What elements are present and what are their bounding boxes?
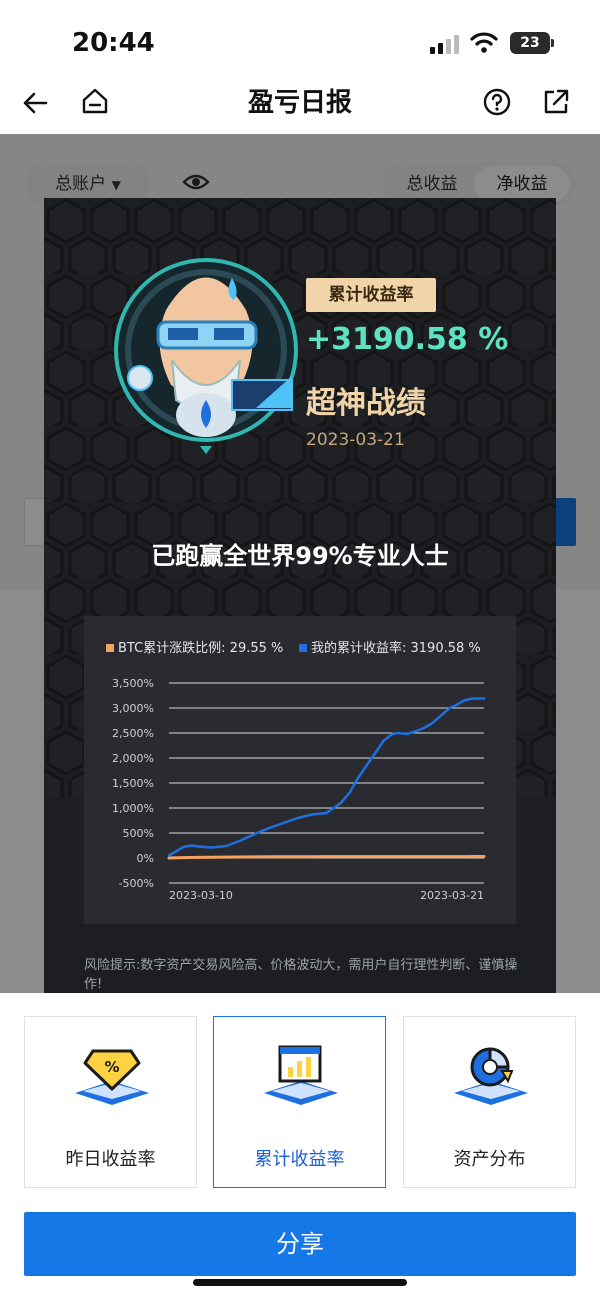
risk-notice: 风险提示:数字资产交易风险高、价格波动大，需用户自行理性判断、谨慎操作! (84, 958, 518, 992)
mascot-emblem (114, 258, 298, 454)
y-tick-label: 500% (123, 827, 154, 840)
cumulative-rate-badge: 累计收益率 (306, 278, 436, 312)
card-cumulative-rate[interactable]: 累计收益率 (213, 1016, 386, 1188)
legend-label: 我的累计收益率: 3190.58 % (311, 640, 481, 656)
share-poster: 累计收益率 +3190.58 % 超神战绩 2023-03-21 已跑赢全世界9… (44, 198, 556, 993)
card-asset-distribution-label: 资产分布 (453, 1149, 526, 1170)
y-tick-label: 1,000% (112, 802, 154, 815)
y-tick-label: 3,500% (112, 677, 154, 690)
series-line-btc (167, 855, 486, 860)
account-dropdown-label: 总账户 (55, 174, 107, 194)
legend-label: BTC累计涨跌比例: 29.55 % (118, 640, 283, 656)
series-line-my-return (167, 697, 486, 857)
battery-indicator: 23 (510, 32, 550, 54)
x-tick-label: 2023-03-10 (169, 889, 233, 902)
status-bar (0, 0, 600, 78)
card-cumulative-rate-label: 累计收益率 (254, 1149, 345, 1170)
tab-net-income[interactable]: 净收益 (474, 166, 570, 202)
percent-diamond-icon: % (75, 1049, 149, 1105)
home-indicator (193, 1279, 407, 1286)
y-tick-label: 2,500% (112, 727, 154, 740)
back-arrow-icon[interactable] (20, 88, 50, 118)
performance-chart: BTC累计涨跌比例: 29.55 % 我的累计收益率: 3190.58 % 3,50… (84, 616, 516, 924)
svg-text:%: % (104, 1058, 119, 1076)
cellular-signal-icon (430, 34, 460, 54)
tab-total-income[interactable]: 总收益 (406, 174, 458, 194)
external-link-icon[interactable] (541, 87, 571, 117)
report-date: 2023-03-21 (306, 430, 405, 450)
y-tick-label: 3,000% (112, 702, 154, 715)
y-tick-label: -500% (119, 877, 154, 890)
performance-chart-svg: BTC累计涨跌比例: 29.55 % 我的累计收益率: 3190.58 % 3,50… (106, 640, 486, 902)
card-asset-distribution[interactable]: 资产分布 (403, 1016, 576, 1188)
help-icon[interactable] (482, 87, 512, 117)
eye-icon[interactable] (182, 170, 210, 194)
y-tick-label: 2,000% (112, 752, 154, 765)
caret-down-icon: ▼ (111, 178, 121, 192)
bar-chart-board-icon (264, 1045, 338, 1105)
wifi-icon (470, 32, 498, 53)
pie-chart-icon (454, 1047, 528, 1105)
achievement-title: 超神战绩 (306, 386, 426, 421)
share-button[interactable]: 分享 (24, 1212, 576, 1276)
x-tick-label: 2023-03-21 (420, 889, 484, 902)
cumulative-rate-value: +3190.58 % (306, 322, 509, 357)
home-icon[interactable] (80, 86, 110, 116)
y-tick-label: 0% (137, 852, 154, 865)
legend-swatch (106, 644, 114, 652)
page-title: 盈亏日报 (247, 88, 352, 118)
card-yesterday-rate-label: 昨日收益率 (65, 1149, 156, 1170)
legend-swatch (299, 644, 307, 652)
battery-tip (551, 39, 554, 47)
beat-percentage-text: 已跑赢全世界99%专业人士 (151, 542, 449, 570)
status-time: 20:44 (72, 28, 155, 58)
card-yesterday-rate[interactable]: % 昨日收益率 (24, 1016, 197, 1188)
y-tick-label: 1,500% (112, 777, 154, 790)
